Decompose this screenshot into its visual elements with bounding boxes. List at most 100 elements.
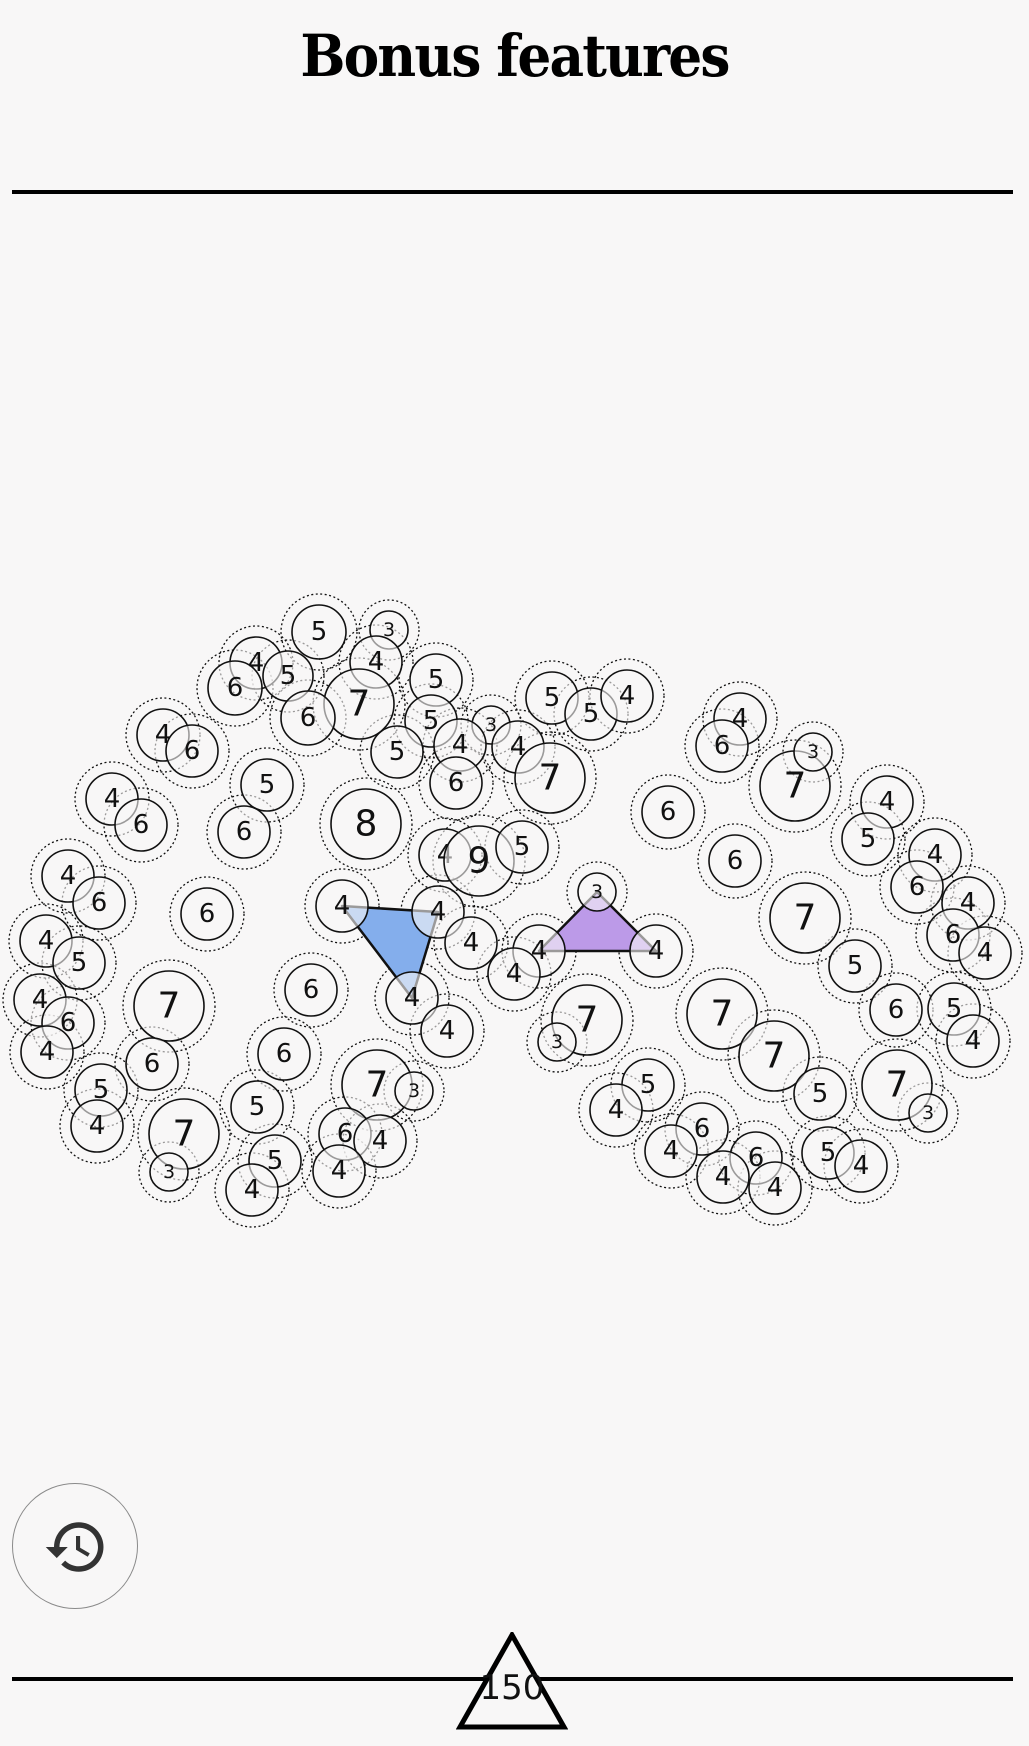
number-node[interactable]: 4 (411, 885, 465, 939)
number-node[interactable]: 3 (149, 1152, 189, 1192)
node-value: 5 (311, 617, 328, 647)
number-node[interactable]: 6 (869, 983, 923, 1037)
number-node[interactable]: 7 (323, 668, 395, 740)
number-node[interactable]: 5 (240, 758, 294, 812)
number-node[interactable]: 5 (52, 936, 106, 990)
number-node[interactable]: 6 (280, 690, 336, 746)
number-node[interactable]: 4 (420, 1004, 474, 1058)
number-node[interactable]: 4 (696, 1150, 750, 1204)
number-node[interactable]: 6 (641, 785, 695, 839)
node-halo (246, 1016, 322, 1092)
number-node[interactable]: 4 (312, 1144, 366, 1198)
number-node[interactable]: 4 (589, 1083, 643, 1137)
number-node[interactable]: 5 (495, 820, 549, 874)
history-icon (45, 1522, 104, 1572)
node-value: 5 (860, 824, 877, 854)
node-halo (409, 993, 485, 1069)
number-node[interactable]: 5 (793, 1067, 847, 1121)
number-node[interactable]: 4 (946, 1014, 1000, 1068)
number-node[interactable]: 7 (341, 1049, 413, 1121)
number-node[interactable]: 7 (133, 970, 205, 1042)
number-node[interactable]: 6 (125, 1037, 179, 1091)
node-value: 4 (767, 1173, 784, 1203)
node-circle (834, 1139, 888, 1193)
node-value: 3 (383, 619, 395, 641)
number-node[interactable]: 4 (225, 1163, 279, 1217)
number-node[interactable]: 7 (514, 742, 586, 814)
number-node[interactable]: 4 (487, 947, 541, 1001)
node-halo (675, 967, 769, 1061)
node-value: 4 (32, 985, 49, 1015)
number-node[interactable]: 4 (958, 926, 1012, 980)
node-halo (400, 874, 476, 950)
node-halo (737, 1150, 813, 1226)
node-value: 6 (184, 736, 201, 766)
number-node[interactable]: 6 (217, 805, 271, 859)
number-node[interactable]: 4 (315, 879, 369, 933)
node-value: 5 (820, 1138, 837, 1168)
node-value: 7 (711, 994, 734, 1035)
history-button[interactable] (12, 1483, 138, 1609)
node-circle (629, 924, 683, 978)
number-node[interactable]: 6 (257, 1027, 311, 1081)
node-value: 6 (660, 797, 677, 827)
number-node[interactable]: 4 (629, 924, 683, 978)
number-node[interactable]: 4 (385, 971, 439, 1025)
node-value: 4 (648, 936, 665, 966)
node-circle (695, 719, 749, 773)
node-value: 5 (93, 1075, 110, 1105)
number-node[interactable]: 6 (165, 724, 219, 778)
number-node[interactable]: 5 (291, 604, 347, 660)
node-value: 6 (337, 1119, 354, 1149)
node-value: 4 (927, 840, 944, 870)
number-node[interactable]: 7 (686, 978, 758, 1050)
number-node[interactable]: 4 (834, 1139, 888, 1193)
number-node[interactable]: 6 (180, 887, 234, 941)
number-node[interactable]: 5 (230, 1080, 284, 1134)
number-node[interactable]: 3 (793, 732, 833, 772)
number-node[interactable]: 5 (828, 939, 882, 993)
node-halo (304, 868, 380, 944)
number-node[interactable]: 7 (148, 1098, 220, 1170)
number-node[interactable]: 6 (284, 963, 338, 1017)
number-node[interactable]: 5 (262, 650, 314, 702)
number-node[interactable]: 5 (841, 812, 895, 866)
number-node[interactable]: 4 (600, 669, 654, 723)
number-node[interactable]: 4 (70, 1099, 124, 1153)
node-halo (114, 1026, 190, 1102)
number-node[interactable]: 5 (370, 725, 424, 779)
node-halo (359, 714, 435, 790)
number-node[interactable]: 6 (207, 660, 263, 716)
node-value: 4 (977, 938, 994, 968)
number-node[interactable]: 4 (941, 876, 995, 930)
number-node[interactable]: 6 (708, 834, 762, 888)
number-node[interactable]: 6 (695, 719, 749, 773)
number-node[interactable]: 5 (409, 653, 463, 707)
number-node[interactable]: 6 (72, 876, 126, 930)
number-node[interactable]: 3 (537, 1022, 577, 1062)
number-node[interactable]: 3 (908, 1093, 948, 1133)
number-node[interactable]: 4 (353, 1114, 407, 1168)
number-node[interactable]: 4 (748, 1161, 802, 1215)
number-node[interactable]: 7 (738, 1020, 810, 1092)
node-value: 4 (38, 926, 55, 956)
node-circle (394, 1071, 434, 1111)
number-node[interactable]: 7 (769, 882, 841, 954)
node-value: 5 (428, 665, 445, 695)
node-halo (782, 1056, 858, 1132)
number-node[interactable]: 8 (330, 788, 402, 860)
number-node[interactable]: 6 (114, 798, 168, 852)
number-node[interactable]: 3 (577, 872, 617, 912)
number-node[interactable]: 4 (444, 916, 498, 970)
number-node[interactable]: 4 (644, 1124, 698, 1178)
number-node[interactable]: 5 (927, 982, 981, 1036)
node-value: 4 (104, 784, 121, 814)
number-node[interactable]: 6 (429, 756, 483, 810)
number-node[interactable]: 3 (394, 1071, 434, 1111)
node-value: 6 (91, 888, 108, 918)
top-divider (12, 190, 1013, 194)
number-node[interactable]: 4 (20, 1025, 74, 1079)
node-halo (664, 1091, 740, 1167)
number-node[interactable]: 6 (890, 860, 944, 914)
